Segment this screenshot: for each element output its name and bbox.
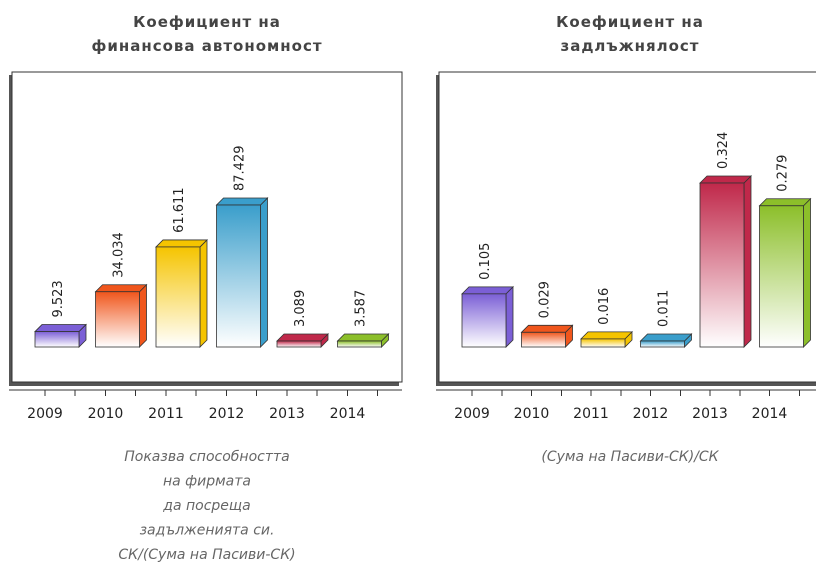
x-tick-label: 2012: [633, 406, 669, 422]
bar: [521, 331, 566, 348]
x-tick-label: 2014: [330, 406, 366, 422]
bar-side: [139, 283, 147, 348]
bar-top: [639, 333, 693, 342]
bar: [337, 340, 382, 348]
bar: [95, 291, 140, 348]
x-tick-label: 2011: [148, 406, 184, 422]
chart-title: Коефициент на: [556, 13, 704, 31]
data-label: 0.324: [716, 132, 731, 169]
x-tick-label: 2009: [27, 406, 63, 422]
description: (Сума на Пасиви-СК)/СК: [541, 449, 719, 465]
chart-title: Коефициент на: [133, 13, 281, 31]
x-tick-label: 2010: [514, 406, 550, 422]
bar-top: [758, 198, 812, 207]
data-label: 61.611: [172, 187, 187, 233]
bar-top: [155, 239, 208, 248]
bar-side: [260, 197, 268, 348]
bar-top: [699, 175, 752, 184]
description: СК/(Сума на Пасиви-СК): [118, 547, 295, 563]
data-label: 9.523: [51, 280, 66, 317]
bar: [699, 182, 745, 348]
bar-side: [199, 238, 208, 348]
data-label: 0.279: [776, 155, 791, 192]
x-tick-label: 2009: [454, 406, 490, 422]
bar: [216, 204, 261, 348]
x-tick-label: 2012: [209, 406, 245, 422]
bar: [640, 340, 685, 348]
bar-top: [94, 284, 148, 293]
bar-top: [34, 324, 87, 332]
bar-top: [336, 333, 390, 342]
data-label: 3.587: [354, 290, 369, 327]
bar-top: [461, 286, 514, 295]
data-label: 34.034: [112, 232, 127, 278]
bar-side: [803, 197, 811, 348]
data-label: 0.016: [597, 288, 612, 325]
bar: [461, 293, 507, 348]
chart-title: задлъжнялост: [560, 37, 699, 55]
bar-top: [215, 197, 269, 206]
data-label: 0.029: [538, 281, 553, 318]
bar-top: [276, 333, 329, 342]
data-label: 87.429: [233, 146, 248, 192]
x-tick-label: 2013: [269, 406, 305, 422]
description: на фирмата: [163, 474, 251, 490]
bar: [155, 246, 201, 348]
x-tick-label: 2011: [573, 406, 609, 422]
bar: [759, 205, 804, 348]
description: задълженията си.: [140, 523, 275, 539]
data-label: 0.105: [478, 243, 493, 280]
x-tick-label: 2013: [692, 406, 728, 422]
bar-side: [743, 175, 752, 348]
x-tick-label: 2010: [88, 406, 124, 422]
data-label: 3.089: [293, 290, 308, 327]
bar: [276, 340, 322, 348]
bar-top: [520, 324, 574, 333]
description: да посреща: [162, 498, 250, 514]
data-label: 0.011: [657, 290, 672, 327]
chart-title: финансова автономност: [91, 37, 322, 55]
bar: [580, 338, 626, 348]
x-tick-label: 2014: [752, 406, 788, 422]
bar-top: [580, 331, 633, 340]
bar-side: [505, 285, 514, 348]
bar: [34, 331, 80, 348]
description: Показва способността: [124, 449, 289, 465]
